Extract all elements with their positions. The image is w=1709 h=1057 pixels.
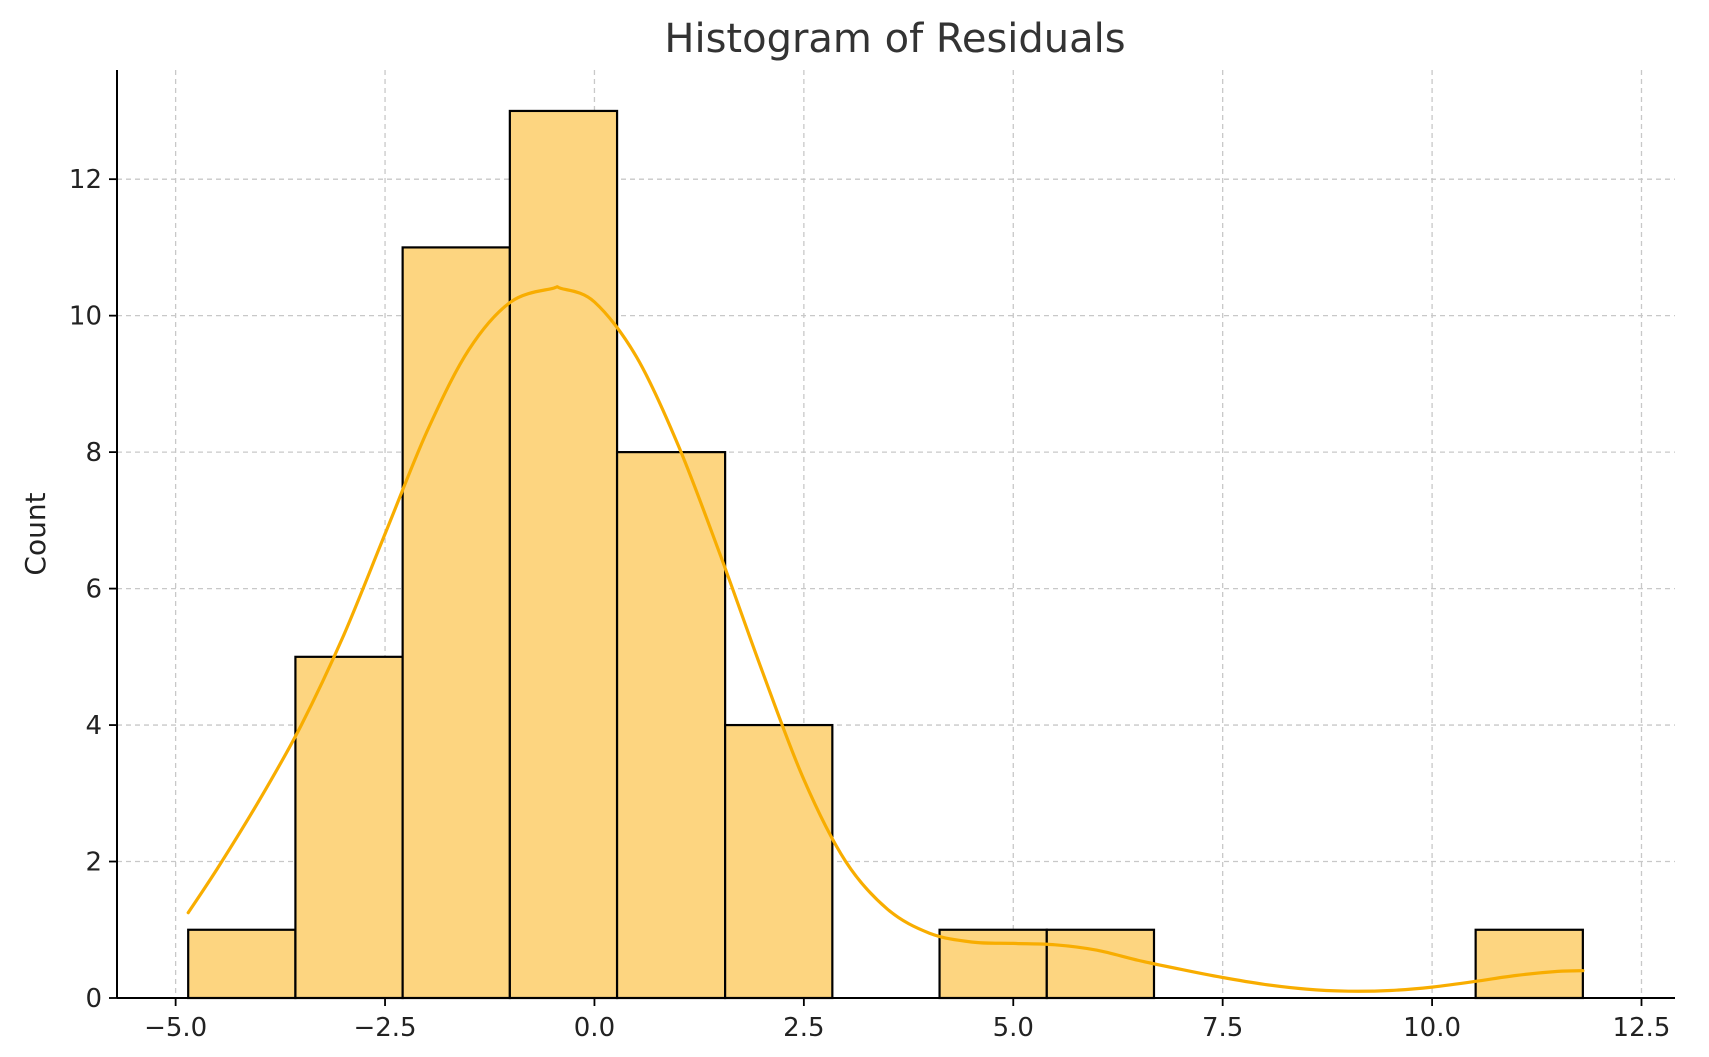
x-tick-label: 10.0 [1403,1013,1461,1043]
y-axis-ticks: 0 2 4 6 8 10 12 [69,165,117,1014]
x-tick-label: 0.0 [574,1013,615,1043]
histogram-bar [508,109,619,1000]
x-tick-label: −5.0 [144,1013,207,1043]
histogram-bar [615,451,727,1000]
x-tick-label: 12.5 [1613,1013,1671,1043]
y-tick-label: 8 [85,438,102,468]
y-tick-label: 0 [85,984,102,1014]
y-tick-label: 4 [85,711,102,741]
kde-curve-layer [186,285,1585,993]
x-tick-label: 7.5 [1202,1013,1243,1043]
histogram-bar [1045,928,1156,1000]
axes [116,70,1675,999]
y-tick-label: 6 [85,575,102,605]
y-tick-label: 10 [69,302,102,332]
histogram-bar [1474,928,1584,1000]
histogram-bars [187,109,1584,1000]
chart-title: Histogram of Residuals [664,16,1125,62]
histogram-bar [187,928,297,1000]
x-tick-label: −2.5 [353,1013,416,1043]
y-tick-label: 2 [85,848,102,878]
kde-curve [186,285,1585,993]
histogram-bar [724,723,834,1000]
y-tick-label: 12 [69,165,102,195]
x-axis-ticks: −5.0 −2.5 0.0 2.5 5.0 7.5 10.0 12.5 [144,998,1670,1043]
x-tick-label: 2.5 [783,1013,824,1043]
x-tick-label: 5.0 [993,1013,1034,1043]
histogram-bar [401,246,511,1000]
y-axis-label: Count [19,492,52,575]
